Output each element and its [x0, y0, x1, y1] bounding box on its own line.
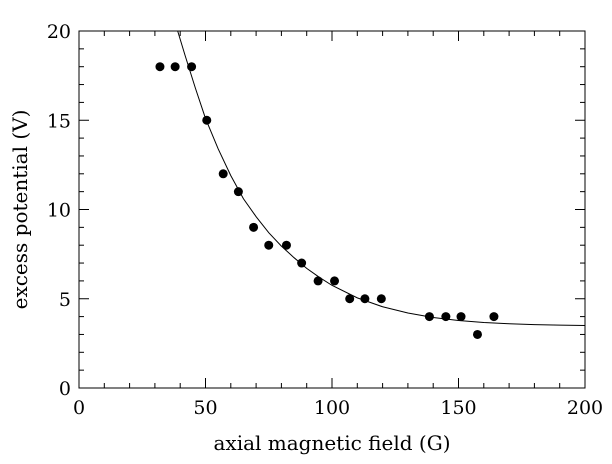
data-point [376, 294, 386, 304]
data-point [424, 312, 434, 322]
x-tick-labels: 0 50 100 150 200 [73, 397, 603, 419]
data-point [187, 62, 197, 72]
data-point [281, 240, 291, 250]
y-tick-label: 5 [59, 289, 71, 311]
x-axis-label: axial magnetic field (G) [214, 431, 451, 455]
x-tick-label: 150 [440, 397, 476, 419]
data-point [360, 294, 370, 304]
data-point [472, 329, 482, 339]
y-tick-label: 20 [47, 21, 71, 43]
y-tick-label: 15 [47, 110, 71, 132]
x-tick-label: 50 [193, 397, 217, 419]
data-point [202, 115, 212, 125]
y-tick-labels: 0 5 10 15 20 [47, 21, 71, 400]
data-point [297, 258, 307, 268]
data-point [218, 169, 228, 179]
major-ticks [78, 30, 586, 389]
data-points [155, 62, 499, 339]
data-point [489, 312, 499, 322]
x-tick-label: 0 [73, 397, 85, 419]
x-tick-label: 200 [567, 397, 603, 419]
fit-curve [177, 30, 586, 327]
data-point [264, 240, 274, 250]
plot-frame [78, 30, 586, 389]
data-point [170, 62, 180, 72]
data-point [456, 312, 466, 322]
minor-ticks [79, 31, 585, 388]
x-tick-label: 100 [314, 397, 350, 419]
y-tick-label: 0 [59, 378, 71, 400]
data-point [345, 294, 355, 304]
data-point [233, 187, 243, 197]
data-point [155, 62, 165, 72]
data-point [441, 312, 451, 322]
data-point [330, 276, 340, 286]
data-point [249, 222, 259, 232]
y-axis-label: excess potential (V) [8, 110, 32, 310]
data-point [313, 276, 323, 286]
y-tick-label: 10 [47, 200, 71, 222]
